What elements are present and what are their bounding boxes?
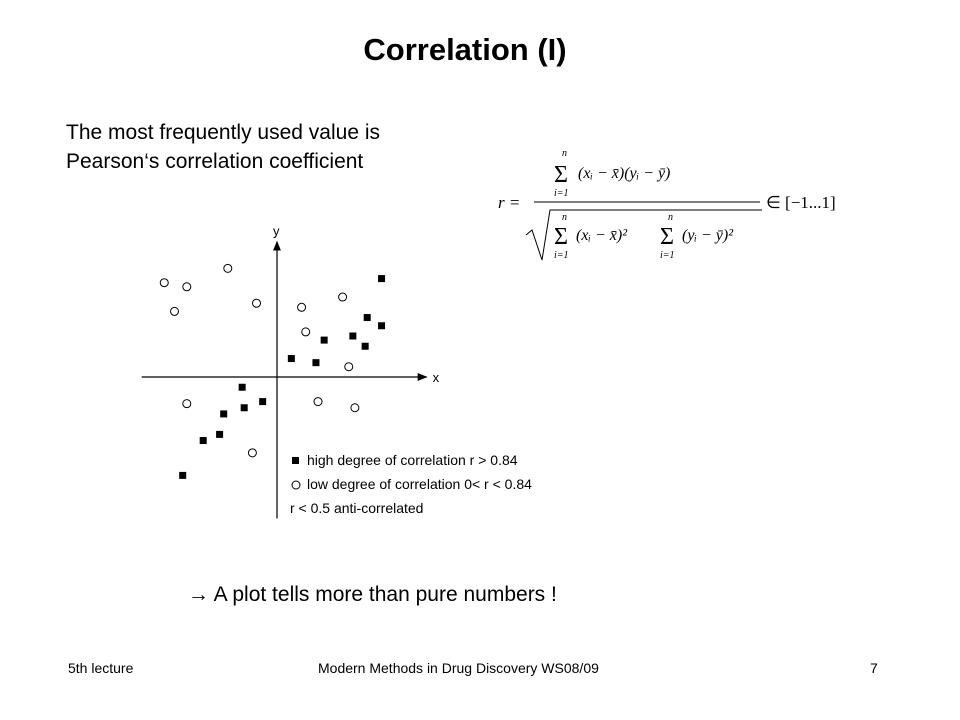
scatter-points bbox=[159, 263, 386, 479]
point-low-correlation bbox=[247, 448, 257, 458]
point-high-correlation bbox=[378, 322, 386, 330]
legend-entry-anti: r < 0.5 anti-correlated bbox=[290, 500, 423, 516]
intro-text: The most frequently used value is Pearso… bbox=[66, 118, 380, 176]
point-high-correlation bbox=[349, 332, 357, 340]
footer-lecture: 5th lecture bbox=[68, 660, 134, 676]
formula-den2-sigma: Σ bbox=[660, 224, 674, 250]
point-low-correlation bbox=[182, 399, 192, 409]
point-high-correlation bbox=[199, 437, 207, 445]
point-high-correlation bbox=[216, 430, 224, 438]
legend-marker-circle bbox=[291, 480, 301, 490]
point-low-correlation bbox=[344, 362, 354, 372]
formula-num-sigma: Σ bbox=[554, 162, 568, 188]
intro-line-1: The most frequently used value is bbox=[66, 121, 380, 144]
point-low-correlation bbox=[301, 327, 311, 337]
formula-numerator: (xᵢ − x̄)(yᵢ − ȳ) bbox=[578, 165, 670, 182]
point-low-correlation bbox=[252, 298, 261, 308]
point-low-correlation bbox=[182, 282, 192, 292]
legend-entry-high: high degree of correlation r > 0.84 bbox=[307, 452, 518, 468]
formula-num-sum-top: n bbox=[562, 148, 567, 159]
slide-title: Correlation (I) bbox=[363, 32, 567, 67]
point-high-correlation bbox=[320, 336, 328, 344]
point-high-correlation bbox=[238, 383, 246, 391]
formula-den2-sum-top: n bbox=[668, 212, 673, 223]
point-low-correlation bbox=[170, 306, 179, 316]
x-axis-label: x bbox=[433, 370, 440, 385]
point-low-correlation bbox=[313, 397, 323, 407]
formula-num-sum-bottom: i=1 bbox=[554, 188, 569, 199]
formula-den1-sum-bottom: i=1 bbox=[554, 250, 569, 261]
point-low-correlation bbox=[159, 278, 169, 288]
point-low-correlation bbox=[223, 263, 233, 273]
point-high-correlation bbox=[361, 342, 369, 350]
formula-range: ∈ [−1...1] bbox=[766, 193, 836, 212]
formula-lhs: r = bbox=[498, 193, 520, 212]
point-high-correlation bbox=[378, 275, 386, 283]
intro-line-2: Pearson‘s correlation coefficient bbox=[66, 150, 364, 173]
conclusion-text: → A plot tells more than pure numbers ! bbox=[188, 583, 557, 606]
formula-den1-sigma: Σ bbox=[554, 224, 568, 250]
footer-page-number: 7 bbox=[870, 660, 878, 676]
formula-denominator-right: (yᵢ − ȳ)² bbox=[682, 227, 734, 244]
point-low-correlation bbox=[338, 292, 348, 302]
point-high-correlation bbox=[312, 359, 320, 367]
formula-den2-sum-bottom: i=1 bbox=[660, 250, 675, 261]
pearson-formula: r = n Σ i=1 (xᵢ − x̄)(yᵢ − ȳ) n Σ i=1 (x… bbox=[498, 148, 836, 261]
formula-denominator-left: (xᵢ − x̄)² bbox=[576, 227, 628, 244]
legend-marker-square bbox=[292, 457, 299, 464]
formula-den1-sum-top: n bbox=[562, 212, 567, 223]
point-low-correlation bbox=[297, 302, 307, 312]
y-axis-label: y bbox=[273, 224, 280, 239]
point-high-correlation bbox=[220, 410, 228, 418]
footer-course: Modern Methods in Drug Discovery WS08/09 bbox=[318, 660, 599, 676]
point-high-correlation bbox=[363, 314, 371, 322]
point-high-correlation bbox=[259, 398, 267, 406]
point-high-correlation bbox=[179, 471, 187, 479]
plot-legend: high degree of correlation r > 0.84 low … bbox=[290, 452, 532, 516]
sqrt-sign bbox=[525, 209, 762, 261]
point-high-correlation bbox=[240, 404, 248, 412]
legend-entry-low: low degree of correlation 0< r < 0.84 bbox=[307, 476, 532, 492]
point-low-correlation bbox=[350, 403, 360, 413]
point-high-correlation bbox=[287, 355, 295, 363]
